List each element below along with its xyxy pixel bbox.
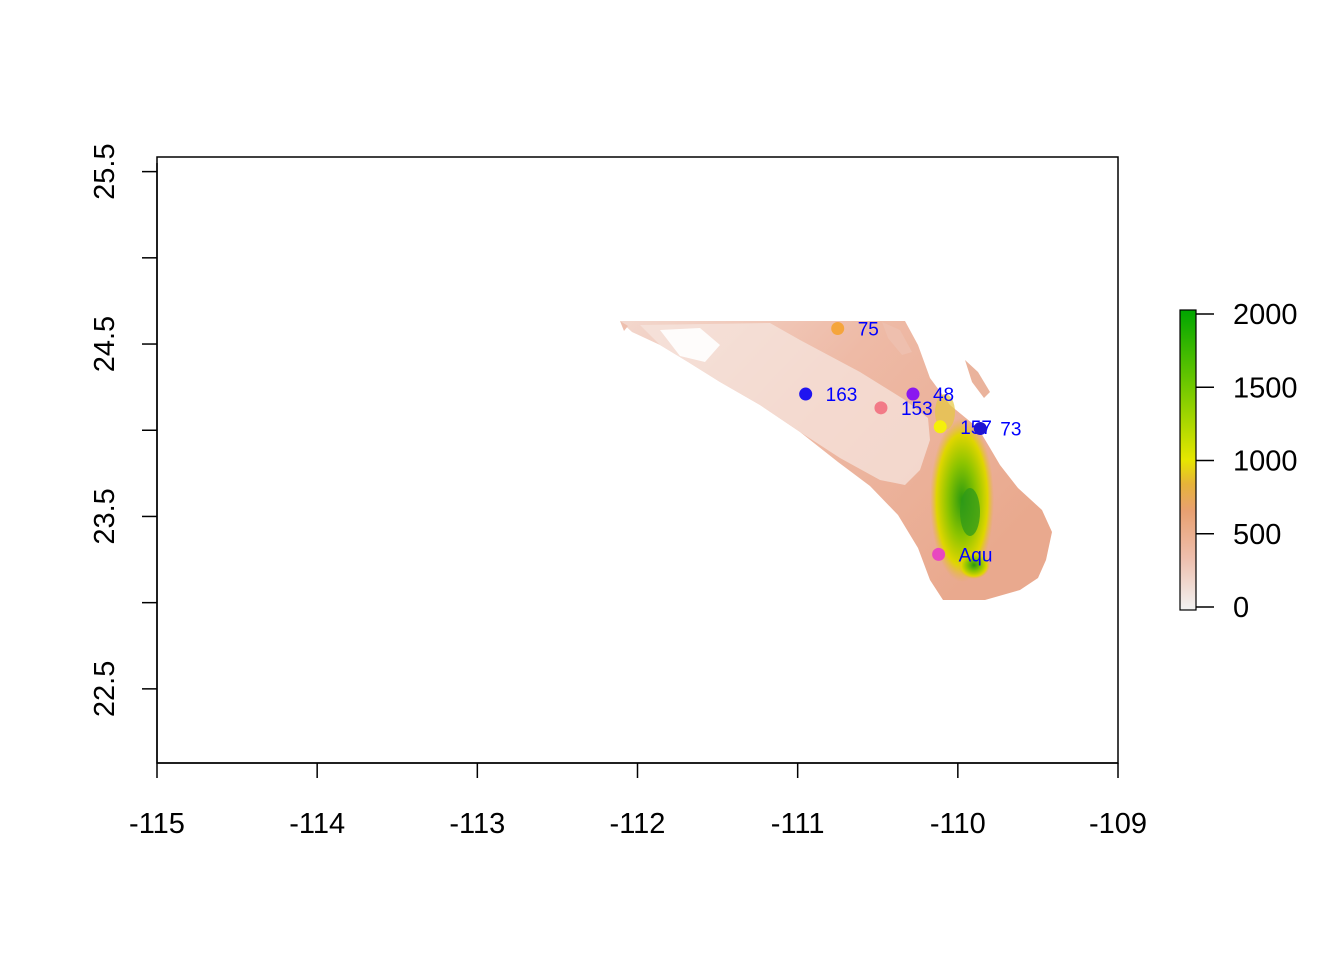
y-axis: 22.5 23.5 24.5 25.5 (89, 143, 158, 763)
x-axis: -115 -114 -113 -112 -111 -110 -109 (129, 762, 1147, 840)
legend-tick-label: 500 (1233, 519, 1281, 551)
site-point (874, 401, 888, 415)
x-tick-label: -112 (610, 808, 666, 840)
legend-tick-label: 1500 (1233, 372, 1298, 404)
y-tick-label: 25.5 (89, 143, 121, 199)
site-point (799, 387, 813, 401)
legend-tick-label: 2000 (1233, 299, 1298, 331)
site-point (933, 420, 947, 434)
x-tick-label: -115 (129, 808, 185, 840)
x-tick-label: -113 (449, 808, 505, 840)
northern-islet (882, 322, 912, 355)
site-label: 48 (933, 385, 954, 406)
x-tick-label: -111 (771, 808, 825, 840)
sierra-peak (960, 488, 980, 536)
site-point (932, 547, 946, 561)
y-tick-label: 23.5 (89, 488, 121, 544)
y-tick-label: 24.5 (89, 316, 121, 372)
western-islet (620, 321, 628, 331)
elevation-legend: 0 500 1000 1500 2000 (1179, 299, 1298, 624)
site-point (906, 387, 920, 401)
x-tick-label: -114 (289, 808, 345, 840)
site-label: 75 (858, 320, 879, 341)
site-label: 153 (901, 399, 933, 420)
lowland-plain (640, 323, 930, 485)
legend-colorbar (1179, 309, 1197, 611)
site-label: Aqu (959, 545, 993, 566)
site-label: 163 (826, 385, 858, 406)
elevation-raster (620, 321, 1052, 600)
x-tick-label: -110 (930, 808, 986, 840)
legend-tick-label: 1000 (1233, 446, 1298, 478)
site-label: 73 (1000, 420, 1021, 441)
coastal-bay (660, 328, 720, 362)
site-point (831, 322, 845, 336)
x-tick-label: -109 (1089, 808, 1147, 840)
site-points: 751634815315773Aqu (799, 320, 1021, 566)
eastern-island (965, 360, 990, 398)
southern-ridge (958, 551, 990, 579)
site-point (973, 422, 987, 436)
legend-tick-label: 0 (1233, 592, 1249, 624)
y-tick-label: 22.5 (89, 661, 121, 717)
